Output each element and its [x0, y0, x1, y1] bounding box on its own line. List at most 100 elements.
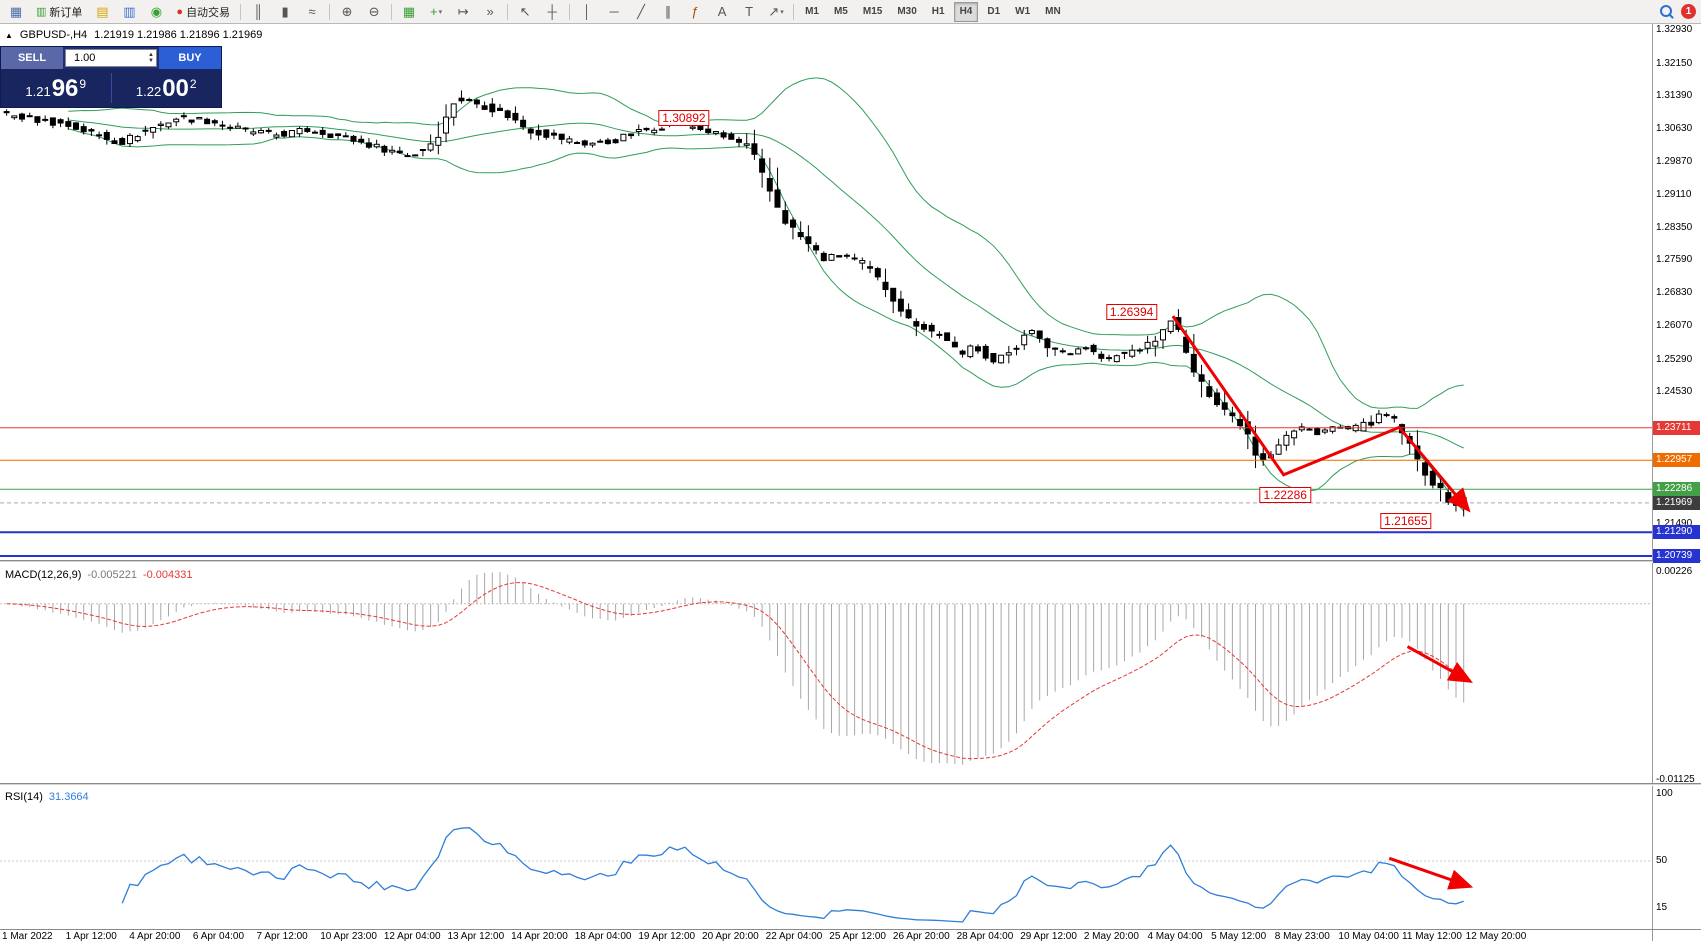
price-annotation[interactable]: 1.21655 — [1380, 513, 1432, 530]
vertical-line-button[interactable]: │ — [574, 1, 600, 23]
autotrading-icon: ● — [176, 5, 184, 18]
zoom-in-button[interactable]: ⊕ — [334, 1, 360, 23]
timeframe-m15-button[interactable]: M15 — [862, 6, 883, 17]
timeframe-d1-button[interactable]: D1 — [987, 6, 1001, 17]
bid-pip: 9 — [79, 77, 87, 91]
equidistant-channel-icon: ∥ — [664, 3, 672, 19]
terminal-button[interactable]: ◉ — [143, 1, 169, 23]
new-chart-button[interactable]: ▦ — [3, 1, 29, 23]
lot-size-input[interactable]: 1.00 ▲ ▼ — [65, 49, 157, 67]
price-tick: 1.30630 — [1656, 123, 1693, 135]
time-label: 25 Apr 12:00 — [829, 931, 886, 942]
sell-button[interactable]: SELL — [1, 47, 63, 69]
indicators-dropdown-icon[interactable]: ▾ — [438, 8, 443, 16]
main-trend-arrow[interactable] — [1171, 315, 1471, 513]
price-annotation[interactable]: 1.30892 — [658, 109, 710, 126]
macd-indicator-label: MACD(12,26,9) -0.005221 -0.004331 — [5, 569, 193, 581]
macd-axis-bottom: -0.01125 — [1656, 774, 1695, 785]
indicators-button[interactable]: + ▾ — [423, 1, 449, 23]
bollinger-upper — [68, 77, 1464, 409]
notification-badge[interactable]: 1 — [1681, 4, 1696, 19]
line-chart-button[interactable]: ≈ — [299, 1, 325, 23]
toolbar-separator — [793, 3, 795, 20]
shapes-icon: ↗ — [768, 3, 780, 19]
timeframe-w1-button[interactable]: W1 — [1015, 6, 1031, 17]
data-window-button[interactable]: ▥ — [116, 1, 142, 23]
candlestick-chart-button[interactable]: ▮ — [272, 1, 298, 23]
macd-pane-separator[interactable] — [0, 560, 1701, 563]
horizontal-level-lines[interactable] — [0, 427, 1652, 557]
price-annotation[interactable]: 1.26394 — [1105, 304, 1158, 320]
auto-scroll-button[interactable]: ↦ — [450, 1, 476, 23]
label-tool-button[interactable]: T — [736, 1, 762, 23]
rsi-pane — [0, 827, 1652, 923]
timeframe-h1-button[interactable]: H1 — [931, 6, 945, 17]
timeframe-m1-button[interactable]: M1 — [805, 6, 819, 17]
rsi-trend-arrow[interactable] — [1388, 856, 1474, 890]
time-label: 12 May 20:00 — [1465, 931, 1527, 942]
zoom-out-button[interactable]: ⊖ — [361, 1, 387, 23]
fibonacci-icon: ƒ — [691, 4, 699, 19]
time-label: 28 Apr 04:00 — [956, 931, 1014, 942]
lot-spinner[interactable]: ▲ ▼ — [148, 52, 154, 64]
price-tick: 1.25290 — [1656, 353, 1693, 365]
line-chart-icon: ≈ — [308, 4, 316, 19]
trendline-button[interactable]: ╱ — [628, 1, 654, 23]
rsi-indicator-label: RSI(14) 31.3664 — [5, 791, 89, 803]
chart-shift-button[interactable]: » — [477, 1, 503, 23]
macd-trend-arrow[interactable] — [1406, 645, 1473, 683]
symbol-title: GBPUSD-,H4 — [19, 29, 88, 41]
autotrading-button[interactable]: ● 自动交易 — [170, 1, 236, 23]
horizontal-line-button[interactable]: ─ — [601, 1, 627, 23]
toolbar-items: ▦ ▥ 新订单 ▤ ▥ ◉ ● 自动交易 ║ ▮ ≈ ⊕ ⊖ ▦ + ▾ ↦» ↖ ┼ │ ─ ╱ ∥ ƒ A T ↗ ▾ M1 M5 M1… — [3, 1, 1698, 23]
time-label: 4 May 04:00 — [1147, 931, 1203, 942]
timeframe-m30-button[interactable]: M30 — [897, 6, 917, 17]
time-label: 13 Apr 12:00 — [447, 931, 505, 942]
time-label: 10 Apr 23:00 — [320, 931, 377, 942]
new-order-button[interactable]: ▥ 新订单 — [30, 1, 88, 23]
price-chip: 1.22957 — [1653, 453, 1700, 468]
macd-name: MACD(12,26,9) — [5, 569, 82, 581]
cursor-button[interactable]: ↖ — [512, 1, 538, 23]
price-tick: 1.31390 — [1656, 90, 1693, 102]
candlestick-chart-icon: ▮ — [281, 3, 289, 19]
timeframe-mn-button[interactable]: MN — [1045, 6, 1061, 17]
text-tool-button[interactable]: A — [709, 1, 735, 23]
equidistant-channel-button[interactable]: ∥ — [655, 1, 681, 23]
trendline-icon: ╱ — [637, 3, 645, 19]
price-tick: 1.32930 — [1656, 24, 1693, 35]
vertical-line-icon: │ — [583, 4, 592, 19]
timeframe-h4-button[interactable]: H4 — [953, 1, 979, 22]
time-axis-separator — [0, 929, 1701, 930]
bar-chart-button[interactable]: ║ — [245, 1, 271, 23]
time-label: 26 Apr 20:00 — [892, 931, 950, 942]
price-tick: 1.24530 — [1656, 386, 1693, 398]
spinner-up-icon[interactable]: ▲ — [148, 52, 154, 58]
tile-windows-button[interactable]: ▦ — [396, 1, 422, 23]
search-icon[interactable] — [1660, 4, 1674, 19]
time-label: 22 Apr 04:00 — [765, 931, 823, 942]
autotrading-button-label: 自动交易 — [186, 6, 231, 19]
spinner-down-icon[interactable]: ▼ — [148, 58, 154, 64]
fibonacci-button[interactable]: ƒ — [682, 1, 708, 23]
toolbar: ▦ ▥ 新订单 ▤ ▥ ◉ ● 自动交易 ║ ▮ ≈ ⊕ ⊖ ▦ + ▾ ↦» ↖ ┼ │ ─ ╱ ∥ ƒ A T ↗ ▾ M1 M5 M1… — [0, 0, 1701, 24]
timeframe-m5-button[interactable]: M5 — [833, 6, 848, 17]
shapes-dropdown-icon[interactable]: ▾ — [780, 8, 784, 16]
terminal-icon: ◉ — [150, 3, 163, 19]
crosshair-button[interactable]: ┼ — [539, 1, 565, 23]
shapes-button[interactable]: ↗ ▾ — [763, 1, 789, 23]
rsi-pane-separator[interactable] — [0, 783, 1701, 786]
price-annotation[interactable]: 1.22286 — [1259, 487, 1311, 504]
bar-chart-icon: ║ — [253, 4, 263, 19]
bid-price[interactable]: 1.21 96 9 — [1, 75, 111, 101]
price-tick: 1.26830 — [1656, 287, 1693, 299]
rsi-axis-value: 15 — [1656, 901, 1668, 913]
trend-arrows[interactable] — [1171, 315, 1474, 890]
ask-price[interactable]: 1.22 00 2 — [112, 75, 222, 101]
auto-scroll-icon: ↦ — [457, 3, 469, 19]
market-watch-button[interactable]: ▤ — [89, 1, 115, 23]
buy-button[interactable]: BUY — [159, 47, 221, 69]
time-label: 29 Apr 12:00 — [1020, 931, 1077, 942]
crosshair-icon: ┼ — [547, 4, 557, 19]
